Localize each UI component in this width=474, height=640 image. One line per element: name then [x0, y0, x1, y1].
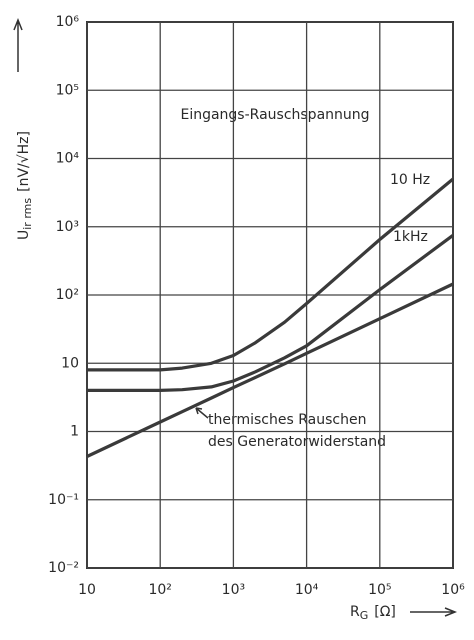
- x-tick-label: 10: [78, 582, 96, 598]
- y-tick-label: 10⁻¹: [48, 492, 79, 508]
- y-label-main: U: [16, 230, 32, 240]
- annotation: thermisches Rauschen: [208, 412, 366, 428]
- x-label-subscript: G: [360, 609, 369, 622]
- y-tick-label: 10: [61, 355, 79, 371]
- annotation: des Generatorwiderstand: [208, 434, 386, 450]
- y-tick-label: 1: [70, 424, 79, 440]
- x-tick-label: 10⁶: [441, 582, 465, 598]
- x-label-main: R: [350, 604, 360, 620]
- y-axis-arrow: [13, 17, 23, 72]
- y-label-units: [nV/√Hz]: [16, 131, 32, 192]
- x-label-units: [Ω]: [374, 604, 396, 620]
- y-label-subscript: ir rms: [21, 198, 34, 230]
- y-tick-label: 10⁴: [56, 151, 80, 167]
- series-label: 10 Hz: [390, 172, 430, 188]
- annotation-leader: [195, 407, 209, 419]
- y-axis-label: Uir rms [nV/√Hz]: [16, 131, 34, 240]
- series-label: 1kHz: [393, 229, 428, 245]
- series-line: [87, 234, 454, 392]
- x-tick-label: 10³: [222, 582, 245, 598]
- x-tick-label: 10⁵: [368, 582, 391, 598]
- x-axis-label: RG [Ω]: [350, 604, 396, 622]
- y-tick-label: 10³: [56, 219, 79, 235]
- x-axis-arrow: [410, 607, 458, 617]
- series-line: [87, 177, 455, 372]
- y-tick-label: 10⁻²: [48, 560, 79, 576]
- x-tick-label: 10²: [148, 582, 171, 598]
- y-tick-label: 10²: [56, 287, 79, 303]
- x-tick-label: 10⁴: [295, 582, 319, 598]
- chart-title: Eingangs-Rauschspannung: [180, 107, 369, 123]
- y-tick-label: 10⁵: [56, 82, 79, 98]
- series-line: [86, 282, 454, 458]
- y-tick-label: 10⁶: [56, 14, 80, 30]
